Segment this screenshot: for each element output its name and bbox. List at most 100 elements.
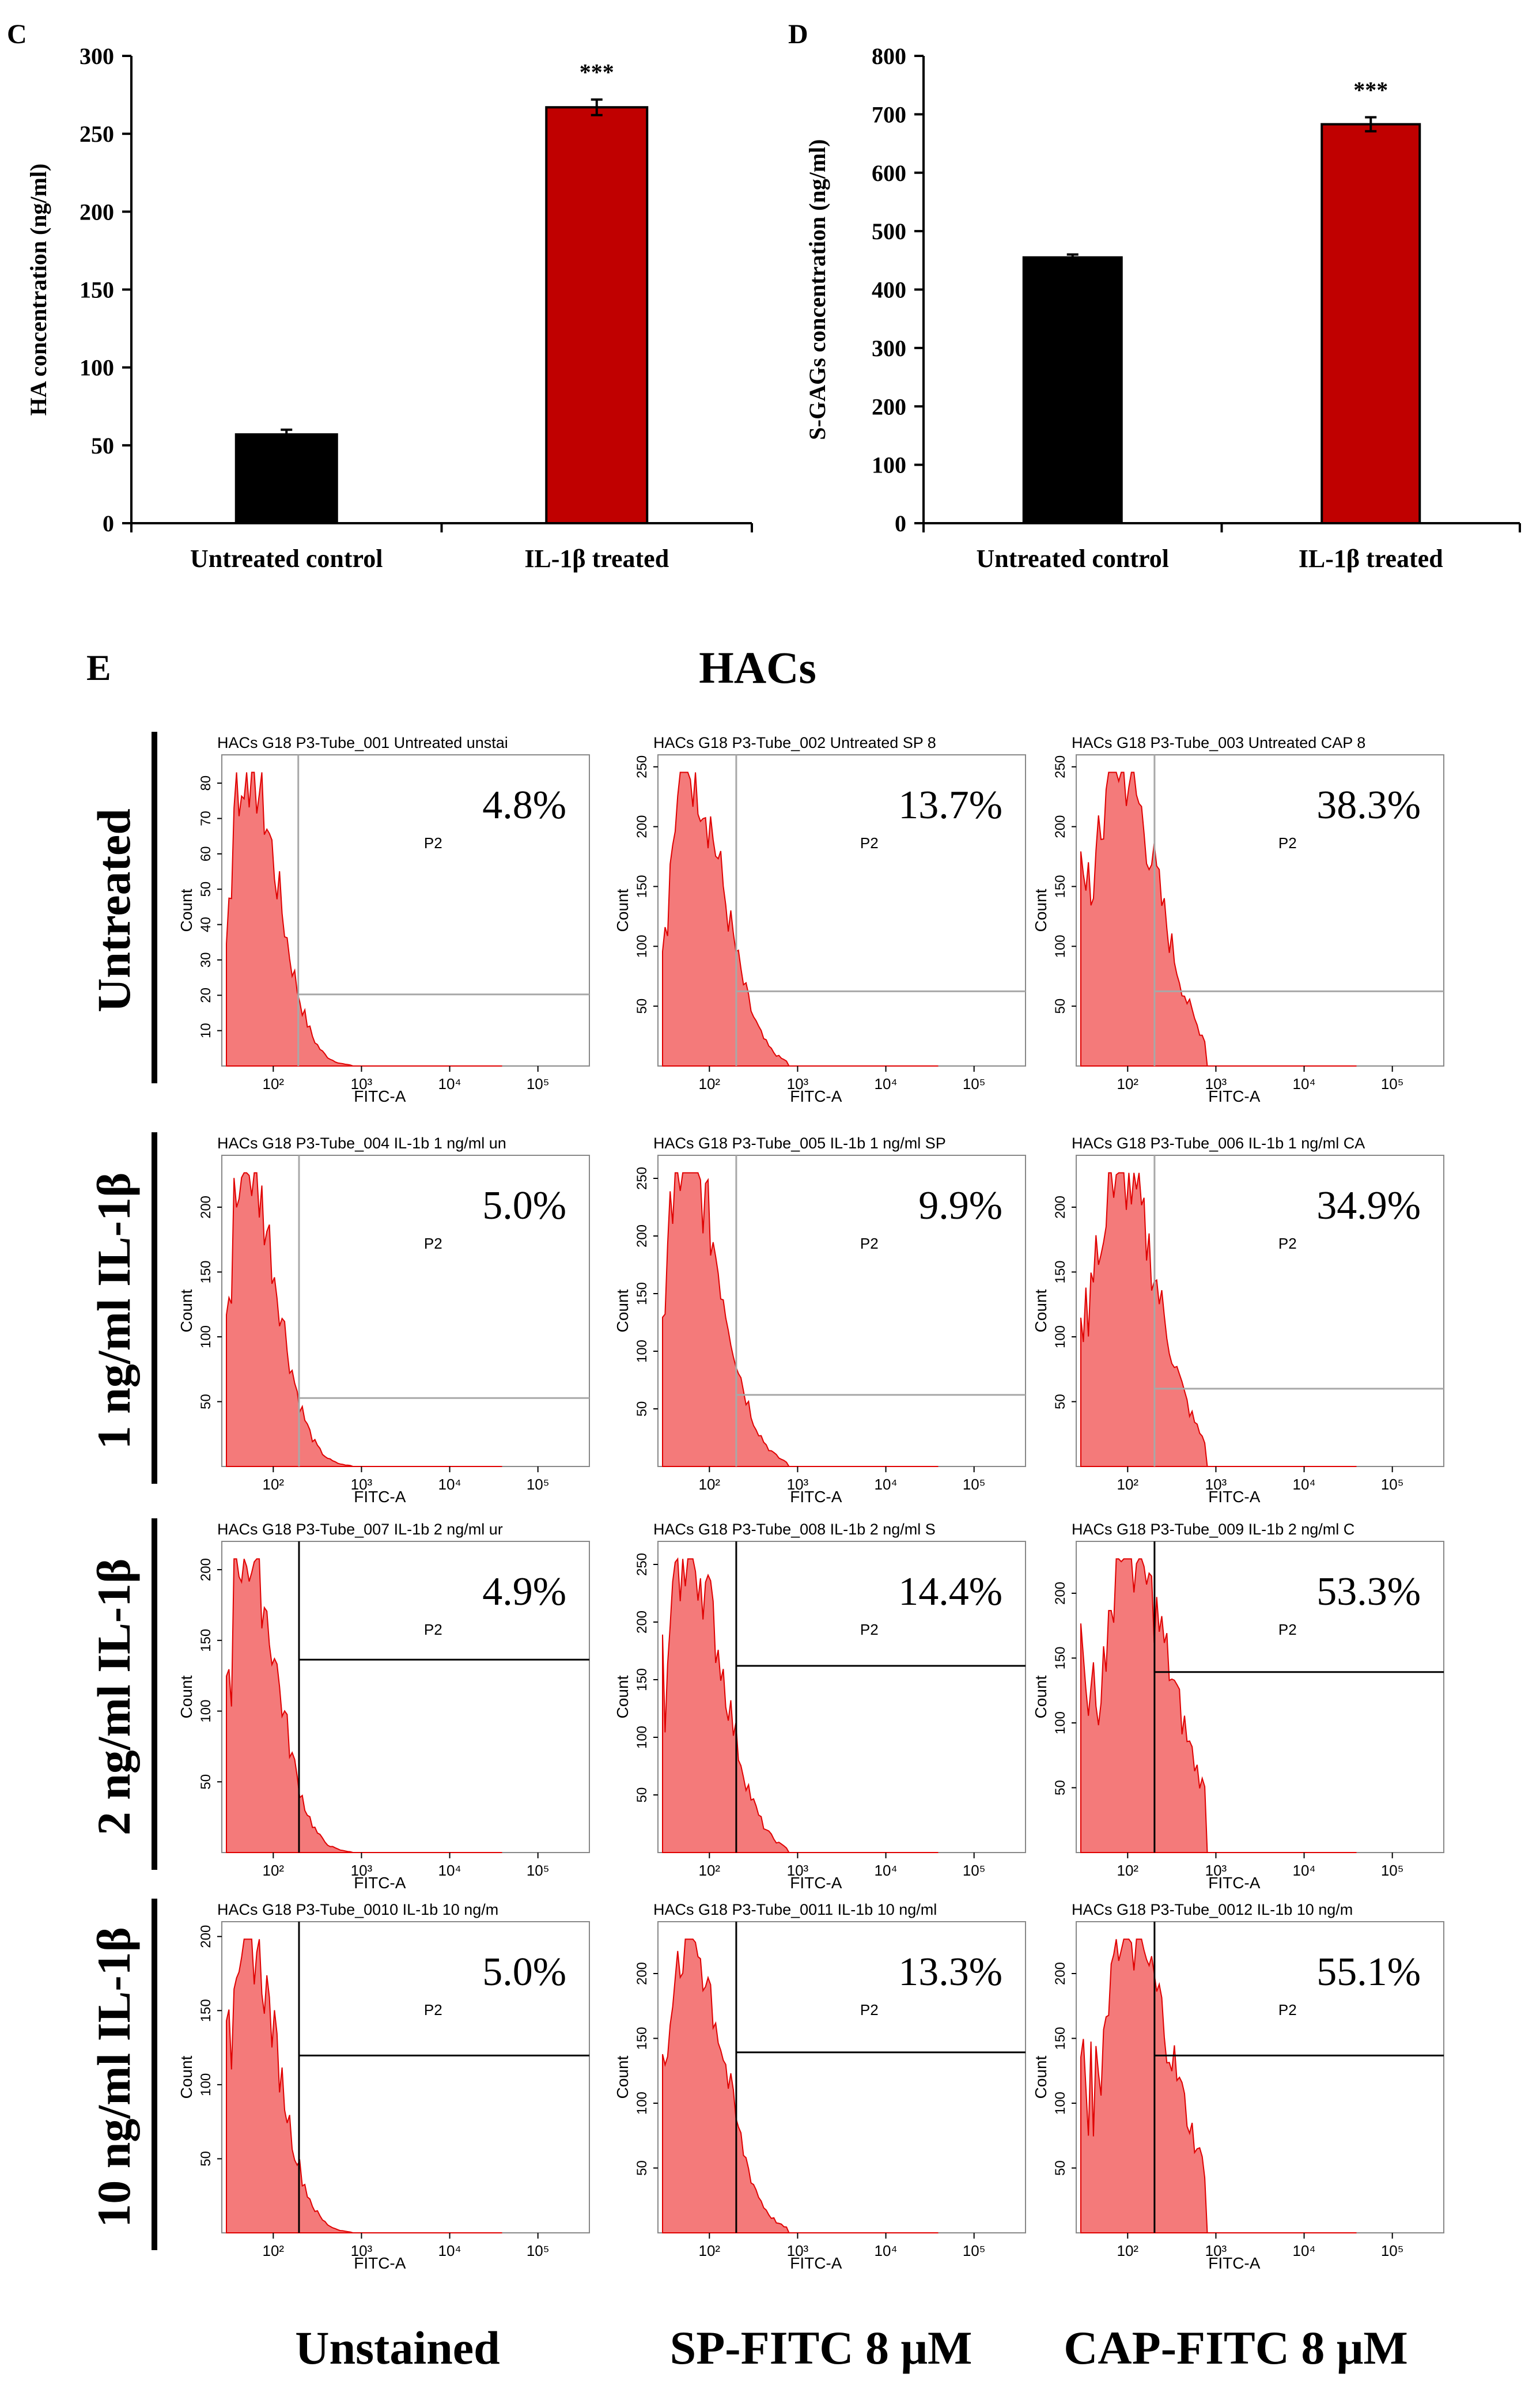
flow-plot: HACs G18 P3-Tube_001 Untreated unstai P2 4…	[177, 734, 590, 1105]
y-tick-label: 50	[634, 2160, 650, 2176]
y-tick-label: 100	[198, 2073, 214, 2096]
histogram	[1080, 1172, 1357, 1467]
x-tick-label: 10²	[699, 1075, 721, 1093]
gate-percent: 38.3%	[1316, 783, 1421, 827]
plot-title: HACs G18 P3-Tube_0012 IL-1b 10 ng/m	[1072, 1901, 1353, 1918]
histogram	[662, 1938, 939, 2233]
significance-marker: ***	[580, 59, 614, 85]
flow-plot: HACs G18 P3-Tube_005 IL-1b 1 ng/ml SP P2 9…	[614, 1135, 1026, 1506]
flow-plot: HACs G18 P3-Tube_004 IL-1b 1 ng/ml un P2 5…	[177, 1135, 590, 1506]
x-axis-label: FITC-A	[790, 1874, 842, 1892]
plot-title: HACs G18 P3-Tube_007 IL-1b 2 ng/ml ur	[217, 1521, 503, 1538]
y-axis-label: Count	[177, 1675, 195, 1718]
y-axis-label: Count	[614, 1289, 631, 1332]
x-axis-label: FITC-A	[354, 1874, 406, 1892]
x-tick-label: 10³	[787, 1476, 809, 1493]
flow-plot: HACs G18 P3-Tube_0011 IL-1b 10 ng/ml P2 13…	[614, 1901, 1026, 2272]
x-tick-label: 10²	[1117, 1476, 1139, 1493]
gate-percent: 34.9%	[1316, 1184, 1421, 1228]
x-tick-label: 10³	[351, 2242, 373, 2259]
column-label: Unstained	[295, 2322, 500, 2374]
y-tick-label: 200	[1053, 1582, 1068, 1605]
x-tick-label: 10²	[1117, 1862, 1139, 1879]
histogram	[662, 1172, 939, 1467]
y-tick-label: 40	[198, 917, 214, 932]
x-tick-label: 10³	[351, 1476, 373, 1493]
x-axis-label: FITC-A	[790, 1488, 842, 1506]
gate-label: P2	[860, 834, 879, 852]
y-tick-label: 150	[80, 277, 114, 303]
x-tick-label: 10⁴	[438, 1476, 461, 1493]
x-tick-label: 10³	[1205, 2242, 1227, 2259]
x-tick-label: 10⁴	[438, 1075, 461, 1093]
y-axis-label: Count	[1032, 1289, 1050, 1332]
y-tick-label: 50	[1053, 999, 1068, 1014]
x-tick-label: 10³	[787, 2242, 809, 2259]
x-tick-label: 10⁵	[1381, 1476, 1404, 1493]
y-tick-label: 100	[634, 1726, 650, 1749]
flow-plot: HACs G18 P3-Tube_009 IL-1b 2 ng/ml C P2 53…	[1032, 1521, 1444, 1892]
row-label: Untreated	[88, 808, 140, 1012]
y-tick-label: 300	[872, 335, 906, 361]
y-tick-label: 150	[198, 1999, 214, 2022]
y-tick-label: 150	[634, 1668, 650, 1691]
gate-percent: 5.0%	[482, 1184, 566, 1228]
histogram	[1080, 1558, 1357, 1853]
bar-1	[234, 433, 338, 524]
y-tick-label: 60	[198, 846, 214, 861]
x-axis-label: FITC-A	[354, 1087, 406, 1105]
x-tick-label: 10⁴	[875, 2242, 898, 2259]
x-tick-label: 10⁵	[1381, 1862, 1404, 1879]
plot-title: HACs G18 P3-Tube_003 Untreated CAP 8	[1072, 734, 1365, 751]
x-tick-label: 10⁴	[438, 1862, 461, 1879]
gate-percent: 4.9%	[482, 1570, 566, 1614]
y-tick-label: 600	[872, 160, 906, 186]
y-tick-label: 200	[634, 1224, 650, 1248]
y-axis-label: S-GAGs concentration (ng/ml)	[804, 139, 830, 440]
x-axis-label: FITC-A	[790, 2254, 842, 2272]
x-tick-label: 10⁵	[527, 1862, 550, 1879]
y-tick-label: 150	[1053, 1260, 1068, 1283]
y-tick-label: 50	[634, 999, 650, 1014]
y-tick-label: 150	[198, 1260, 214, 1283]
column-label: SP-FITC 8 μM	[670, 2322, 973, 2374]
flow-plot: HACs G18 P3-Tube_003 Untreated CAP 8 P2 38…	[1032, 734, 1444, 1105]
y-tick-label: 50	[198, 1394, 214, 1409]
category-label: Untreated control	[977, 545, 1169, 573]
x-tick-label: 10⁴	[1293, 2242, 1316, 2259]
y-tick-label: 150	[1053, 875, 1068, 898]
y-tick-label: 100	[634, 1340, 650, 1363]
gate-label: P2	[860, 1621, 879, 1638]
x-tick-label: 10²	[263, 1862, 285, 1879]
plot-title: HACs G18 P3-Tube_005 IL-1b 1 ng/ml SP	[653, 1135, 946, 1152]
x-tick-label: 10⁵	[527, 1476, 550, 1493]
panel-label-c: C	[7, 19, 27, 50]
y-tick-label: 200	[198, 1558, 214, 1581]
y-tick-label: 100	[872, 452, 906, 478]
y-axis-label: Count	[614, 2055, 631, 2099]
y-tick-label: 150	[1053, 1646, 1068, 1669]
y-tick-label: 100	[80, 355, 114, 381]
y-axis-label: Count	[177, 889, 195, 932]
y-tick-label: 50	[1053, 1394, 1068, 1409]
histogram	[226, 1938, 502, 2233]
bar-2	[545, 106, 649, 524]
y-tick-label: 150	[634, 2027, 650, 2050]
x-tick-label: 10⁴	[1293, 1075, 1316, 1093]
x-tick-label: 10³	[787, 1862, 809, 1879]
x-axis-label: FITC-A	[354, 1488, 406, 1506]
y-tick-label: 100	[634, 2092, 650, 2115]
y-tick-label: 50	[634, 1787, 650, 1803]
plot-title: HACs G18 P3-Tube_004 IL-1b 1 ng/ml un	[217, 1135, 506, 1152]
y-tick-label: 200	[198, 1925, 214, 1948]
gate-percent: 14.4%	[898, 1570, 1002, 1614]
y-tick-label: 0	[895, 511, 906, 536]
flow-cytometry-grid: Untreated 1 ng/ml IL-1β 2 ng/ml IL-1β 10 ng…	[88, 732, 1444, 2374]
x-tick-label: 10⁴	[875, 1862, 898, 1879]
y-tick-label: 100	[1053, 1325, 1068, 1348]
y-tick-label: 0	[103, 511, 114, 536]
y-tick-label: 800	[872, 43, 906, 69]
gate-percent: 4.8%	[482, 783, 566, 827]
y-tick-label: 200	[872, 394, 906, 419]
